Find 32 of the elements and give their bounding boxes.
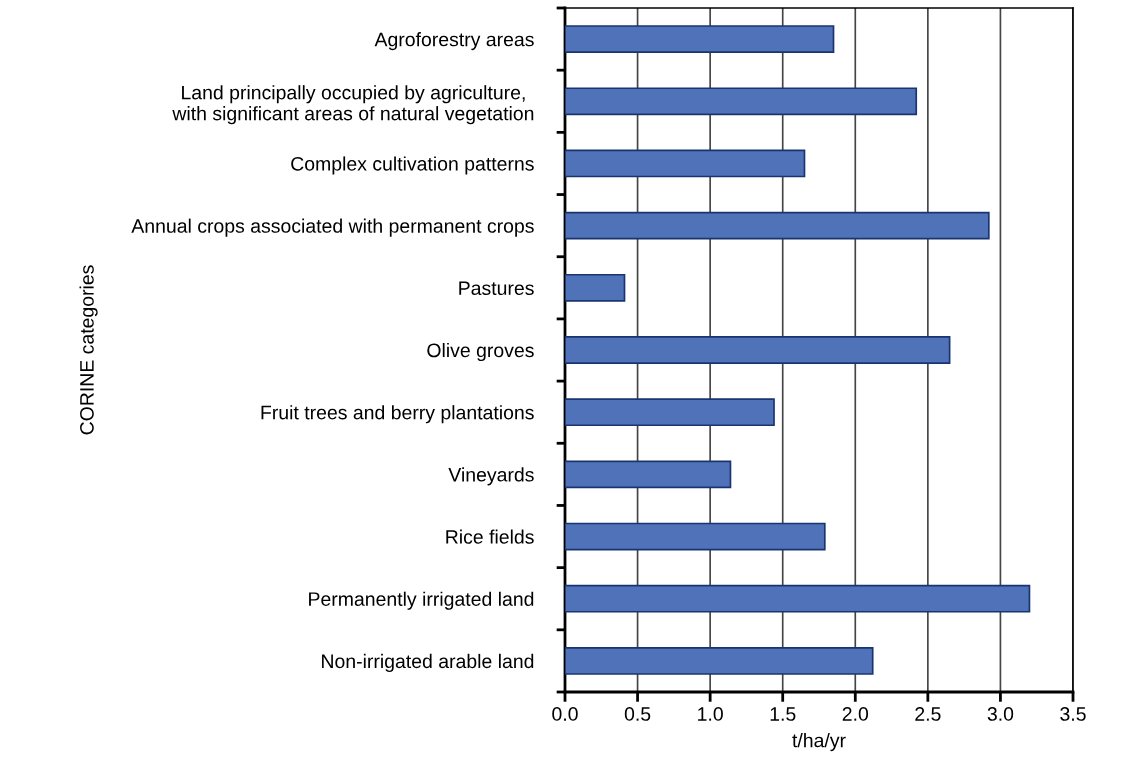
y-axis-title: CORINE categories: [79, 265, 98, 435]
x-tick-label: 0.0: [552, 707, 578, 721]
x-tick-label: 3.5: [1060, 707, 1086, 721]
x-axis-title: t/ha/yr: [792, 733, 846, 752]
y-tick-label: Annual crops associated with permanent crops: [131, 218, 534, 237]
bar: [565, 211, 990, 240]
y-tick-label: Permanently irrigated land: [309, 591, 534, 610]
bar: [565, 336, 951, 364]
x-tick-label: 1.5: [770, 707, 796, 721]
y-tick-label: Non-irrigated arable land: [322, 653, 534, 672]
bar: [565, 647, 874, 675]
y-tick-label: Fruit trees and berry plantations: [261, 405, 534, 424]
bar: [565, 87, 918, 116]
y-tick-label: Complex cultivation patterns: [291, 156, 534, 175]
y-tick-label: Vineyards: [448, 467, 534, 486]
bar: [565, 584, 1031, 613]
bar: [565, 460, 732, 489]
bar: [565, 273, 626, 302]
y-tick-label: Olive groves: [427, 342, 534, 362]
bar: [565, 25, 835, 53]
x-tick-label: 0.5: [624, 707, 651, 721]
bar: [565, 522, 826, 551]
y-tick-label: Land principally occupied by agriculture, with significant areas of natural vegetation: [172, 85, 534, 125]
x-tick-label: 3.0: [987, 707, 1014, 721]
x-tick-label: 2.5: [915, 707, 941, 721]
x-tick-label: 1.0: [698, 707, 723, 721]
y-tick-label: Pastures: [459, 281, 534, 296]
bar: [565, 398, 775, 427]
bar: [565, 149, 806, 178]
y-tick-label: Agroforestry areas: [374, 32, 534, 51]
x-tick-label: 2.0: [842, 707, 869, 721]
y-tick-label: Rice fields: [446, 529, 534, 544]
